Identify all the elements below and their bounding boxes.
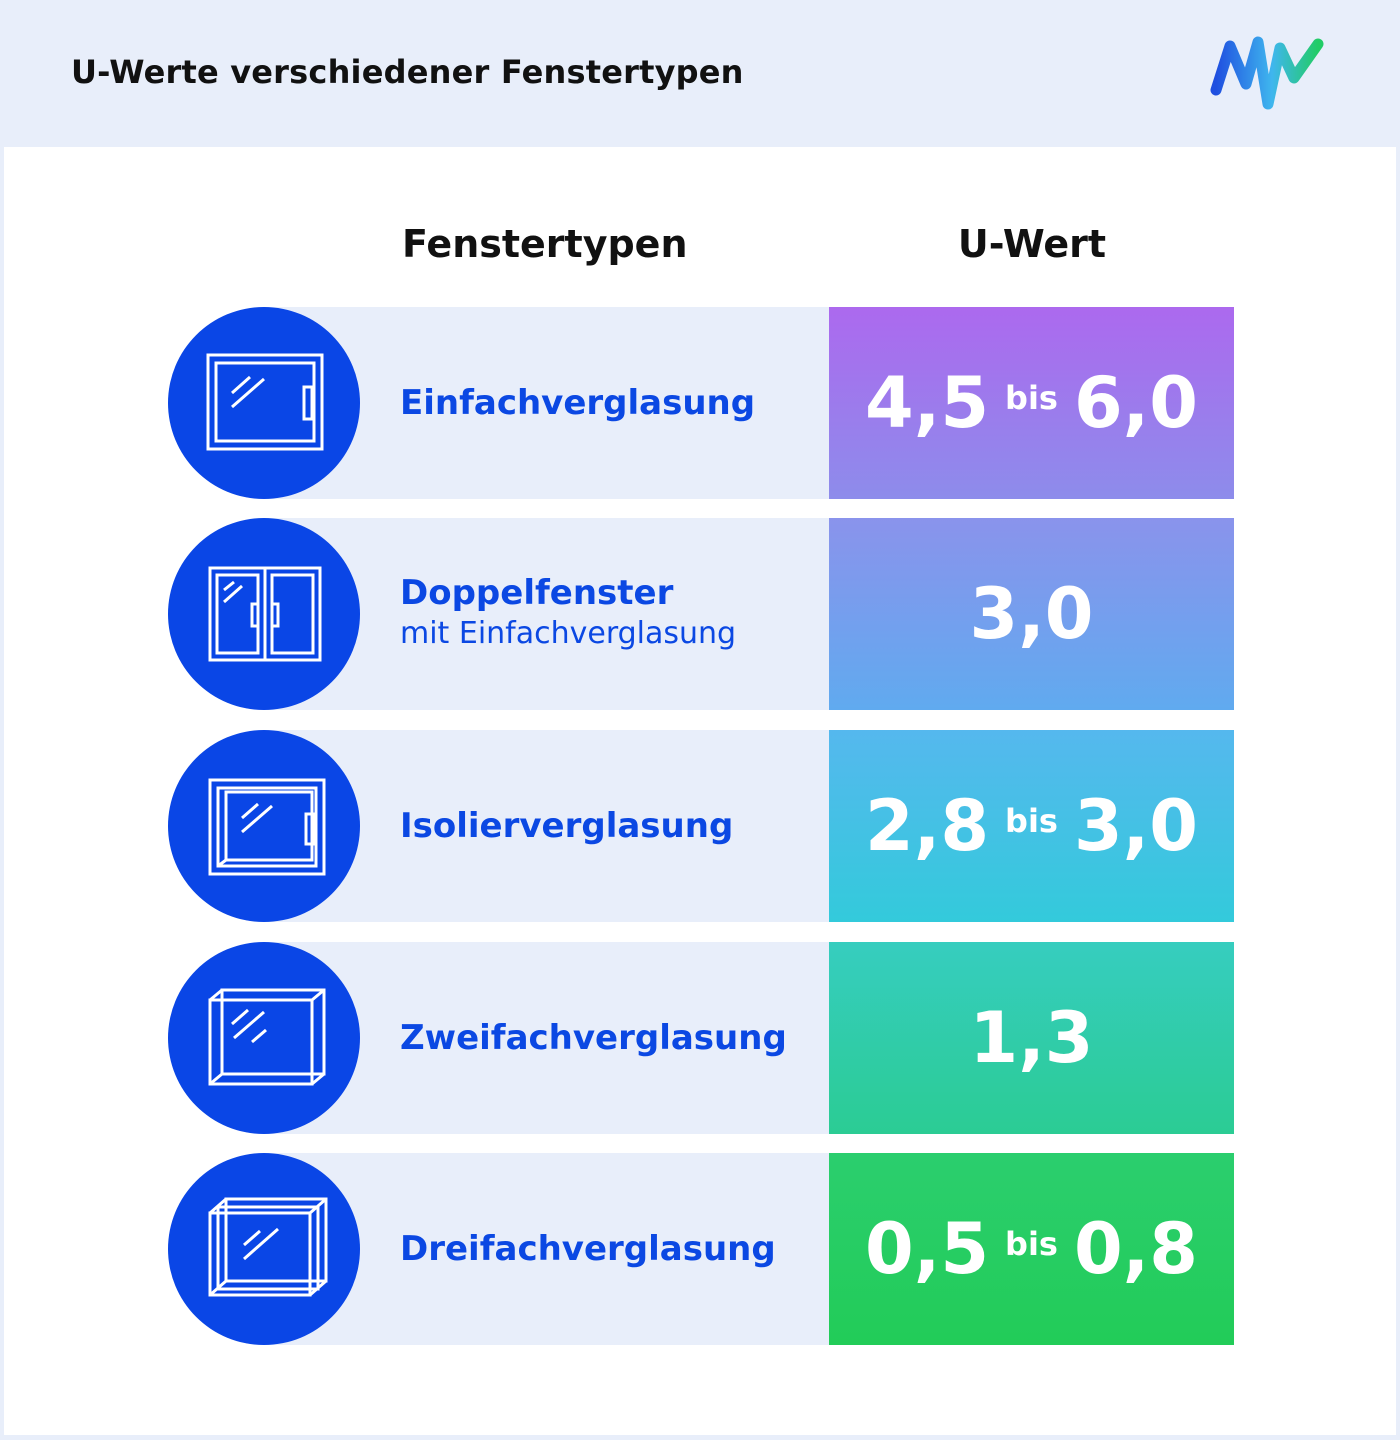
window-type-label: Einfachverglasung bbox=[400, 307, 755, 499]
u-value-to: 3,0 bbox=[1073, 785, 1198, 867]
window-type-name: Doppelfenster bbox=[400, 573, 674, 614]
insulated-window-icon bbox=[208, 778, 326, 876]
window-type-name: Zweifachverglasung bbox=[400, 1017, 787, 1058]
double-window-icon bbox=[208, 566, 322, 662]
column-header-u-value: U-Wert bbox=[957, 222, 1107, 266]
u-value-from: 0,5 bbox=[865, 1208, 990, 1290]
triple-glazing-icon bbox=[208, 1197, 328, 1297]
u-value-cell: 1,3 bbox=[829, 942, 1234, 1134]
icon-circle bbox=[168, 942, 360, 1134]
table-row: Isolierverglasung 2,8 bis 3,0 bbox=[168, 730, 1234, 922]
table-row: Einfachverglasung 4,5 bis 6,0 bbox=[168, 307, 1234, 499]
u-value-cell: 0,5 bis 0,8 bbox=[829, 1153, 1234, 1345]
column-header-window-types: Fenstertypen bbox=[402, 222, 688, 266]
table-row: Doppelfenster mit Einfachverglasung 3,0 bbox=[168, 518, 1234, 710]
icon-circle bbox=[168, 730, 360, 922]
range-word: bis bbox=[1005, 1225, 1058, 1263]
u-value-cell: 2,8 bis 3,0 bbox=[829, 730, 1234, 922]
u-value-to: 0,8 bbox=[1073, 1208, 1198, 1290]
window-type-label: Doppelfenster mit Einfachverglasung bbox=[400, 518, 736, 710]
icon-circle bbox=[168, 307, 360, 499]
page-title: U-Werte verschiedener Fenstertypen bbox=[71, 53, 744, 91]
icon-circle bbox=[168, 518, 360, 710]
range-word: bis bbox=[1005, 379, 1058, 417]
u-value-from: 2,8 bbox=[865, 785, 990, 867]
window-type-name: Isolierverglasung bbox=[400, 805, 734, 846]
u-value-from: 4,5 bbox=[865, 362, 990, 444]
u-value-to: 6,0 bbox=[1073, 362, 1198, 444]
window-type-label: Dreifachverglasung bbox=[400, 1153, 776, 1345]
u-value-cell: 3,0 bbox=[829, 518, 1234, 710]
table-row: Zweifachverglasung 1,3 bbox=[168, 942, 1234, 1134]
mw-logo-icon bbox=[1210, 36, 1324, 110]
window-type-label: Isolierverglasung bbox=[400, 730, 733, 922]
single-pane-window-icon bbox=[206, 353, 324, 451]
u-value-cell: 4,5 bis 6,0 bbox=[829, 307, 1234, 499]
window-type-name: Dreifachverglasung bbox=[400, 1228, 776, 1269]
window-type-subtitle: mit Einfachverglasung bbox=[400, 616, 737, 652]
window-type-name: Einfachverglasung bbox=[400, 382, 756, 423]
icon-circle bbox=[168, 1153, 360, 1345]
u-value: 1,3 bbox=[969, 997, 1094, 1079]
range-word: bis bbox=[1005, 802, 1058, 840]
window-type-label: Zweifachverglasung bbox=[400, 942, 787, 1134]
table-row: Dreifachverglasung 0,5 bis 0,8 bbox=[168, 1153, 1234, 1345]
double-glazing-icon bbox=[208, 988, 326, 1086]
u-value: 3,0 bbox=[969, 573, 1094, 655]
header: U-Werte verschiedener Fenstertypen bbox=[0, 0, 1400, 147]
